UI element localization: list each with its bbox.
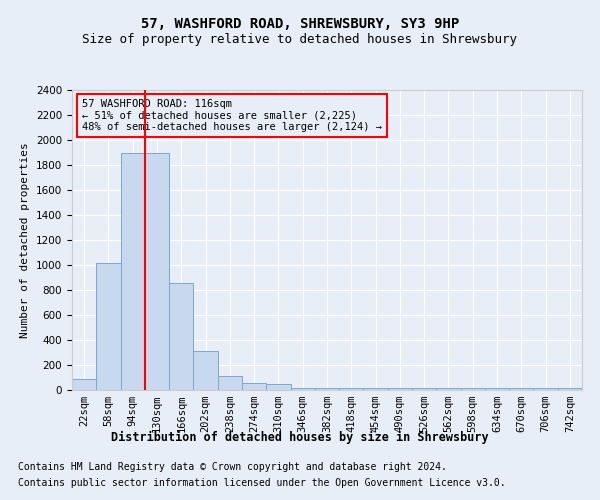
Text: Size of property relative to detached houses in Shrewsbury: Size of property relative to detached ho… xyxy=(83,32,517,46)
Bar xyxy=(96,262,121,390)
Bar xyxy=(266,384,290,390)
Bar xyxy=(315,388,339,390)
Bar xyxy=(533,388,558,390)
Bar xyxy=(339,388,364,390)
Text: Distribution of detached houses by size in Shrewsbury: Distribution of detached houses by size … xyxy=(111,431,489,444)
Bar xyxy=(145,152,169,390)
Bar xyxy=(485,388,509,390)
Text: 57 WASHFORD ROAD: 116sqm
← 51% of detached houses are smaller (2,225)
48% of sem: 57 WASHFORD ROAD: 116sqm ← 51% of detach… xyxy=(82,99,382,132)
Bar xyxy=(412,388,436,390)
Text: Contains public sector information licensed under the Open Government Licence v3: Contains public sector information licen… xyxy=(18,478,506,488)
Bar xyxy=(242,382,266,390)
Bar xyxy=(218,376,242,390)
Bar xyxy=(169,282,193,390)
Text: 57, WASHFORD ROAD, SHREWSBURY, SY3 9HP: 57, WASHFORD ROAD, SHREWSBURY, SY3 9HP xyxy=(141,18,459,32)
Bar xyxy=(364,388,388,390)
Bar xyxy=(193,351,218,390)
Bar xyxy=(388,388,412,390)
Bar xyxy=(461,388,485,390)
Bar xyxy=(290,388,315,390)
Text: Contains HM Land Registry data © Crown copyright and database right 2024.: Contains HM Land Registry data © Crown c… xyxy=(18,462,447,472)
Y-axis label: Number of detached properties: Number of detached properties xyxy=(20,142,31,338)
Bar xyxy=(509,388,533,390)
Bar xyxy=(558,388,582,390)
Bar xyxy=(121,152,145,390)
Bar xyxy=(436,388,461,390)
Bar xyxy=(72,379,96,390)
